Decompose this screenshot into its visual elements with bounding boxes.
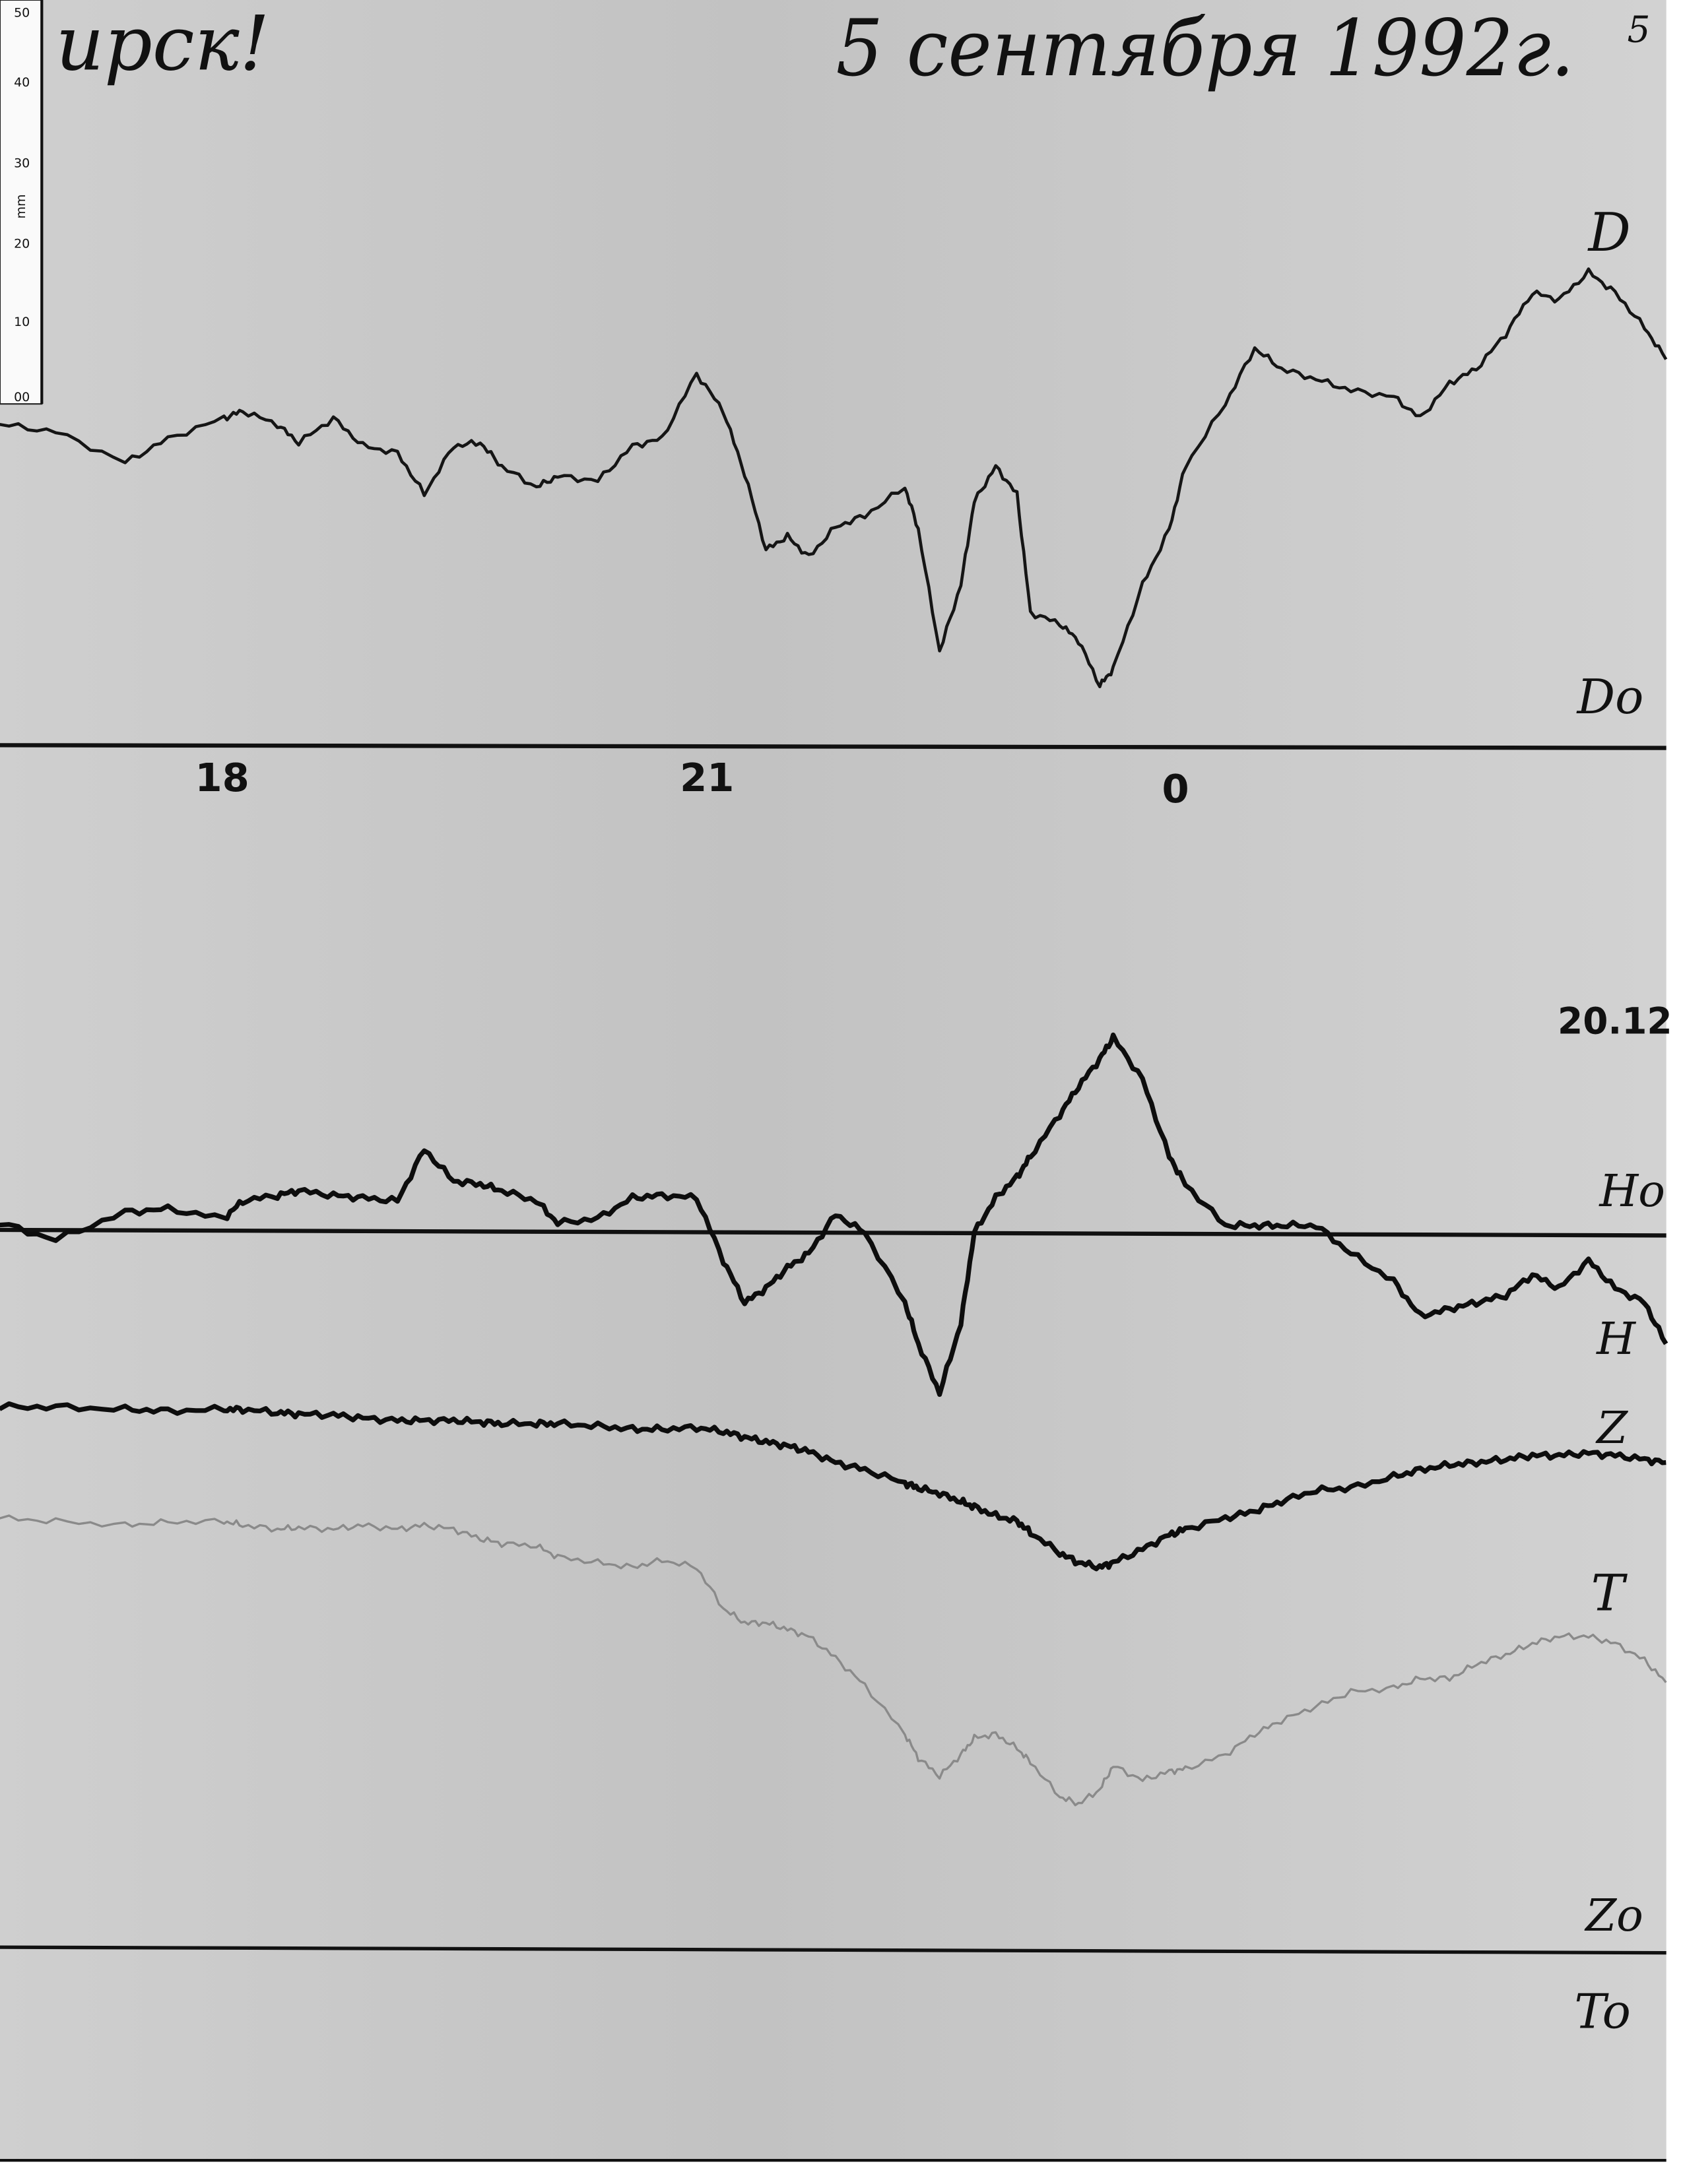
ruler-label-30: 30 <box>14 156 30 170</box>
label-h: H <box>1595 1312 1636 1365</box>
trace-t <box>0 1514 1667 1807</box>
station-name-fragment: ирск! <box>55 0 269 88</box>
traces <box>0 267 1668 1807</box>
hour-tick-0: 0 <box>1162 766 1189 812</box>
hour-tick-21: 21 <box>680 755 734 800</box>
page-number: 5 <box>1628 8 1651 50</box>
hour-tick-18: 18 <box>195 755 249 800</box>
scale-value: 20.12 <box>1558 1000 1672 1042</box>
label-z: Z <box>1595 1401 1628 1454</box>
mm-ruler: 50 40 30 20 10 00 mm <box>0 0 44 405</box>
label-z0: Zo <box>1584 1889 1643 1941</box>
label-h0: Ho <box>1598 1165 1665 1217</box>
trace-d <box>0 267 1668 689</box>
ruler-label-40: 40 <box>14 75 30 90</box>
ruler-label-00: 00 <box>14 390 30 404</box>
baseline-z0-t0 <box>0 1945 1666 1955</box>
trace-h <box>0 1032 1668 1397</box>
ruler-label-20: 20 <box>14 237 30 251</box>
label-d: D <box>1587 202 1630 263</box>
baseline-d0 <box>0 743 1666 750</box>
ruler-label-50: 50 <box>14 5 30 20</box>
paper-background <box>0 0 1666 2162</box>
label-t0: To <box>1574 1984 1631 2039</box>
ruler-unit: mm <box>14 194 28 218</box>
baseline-h0 <box>0 1227 1666 1238</box>
ruler-label-10: 10 <box>14 315 30 329</box>
label-t: T <box>1591 1563 1628 1622</box>
trace-z <box>0 1401 1666 1572</box>
label-d0: Do <box>1576 669 1644 724</box>
record-date: 5 сентября 1992г. <box>836 3 1575 94</box>
